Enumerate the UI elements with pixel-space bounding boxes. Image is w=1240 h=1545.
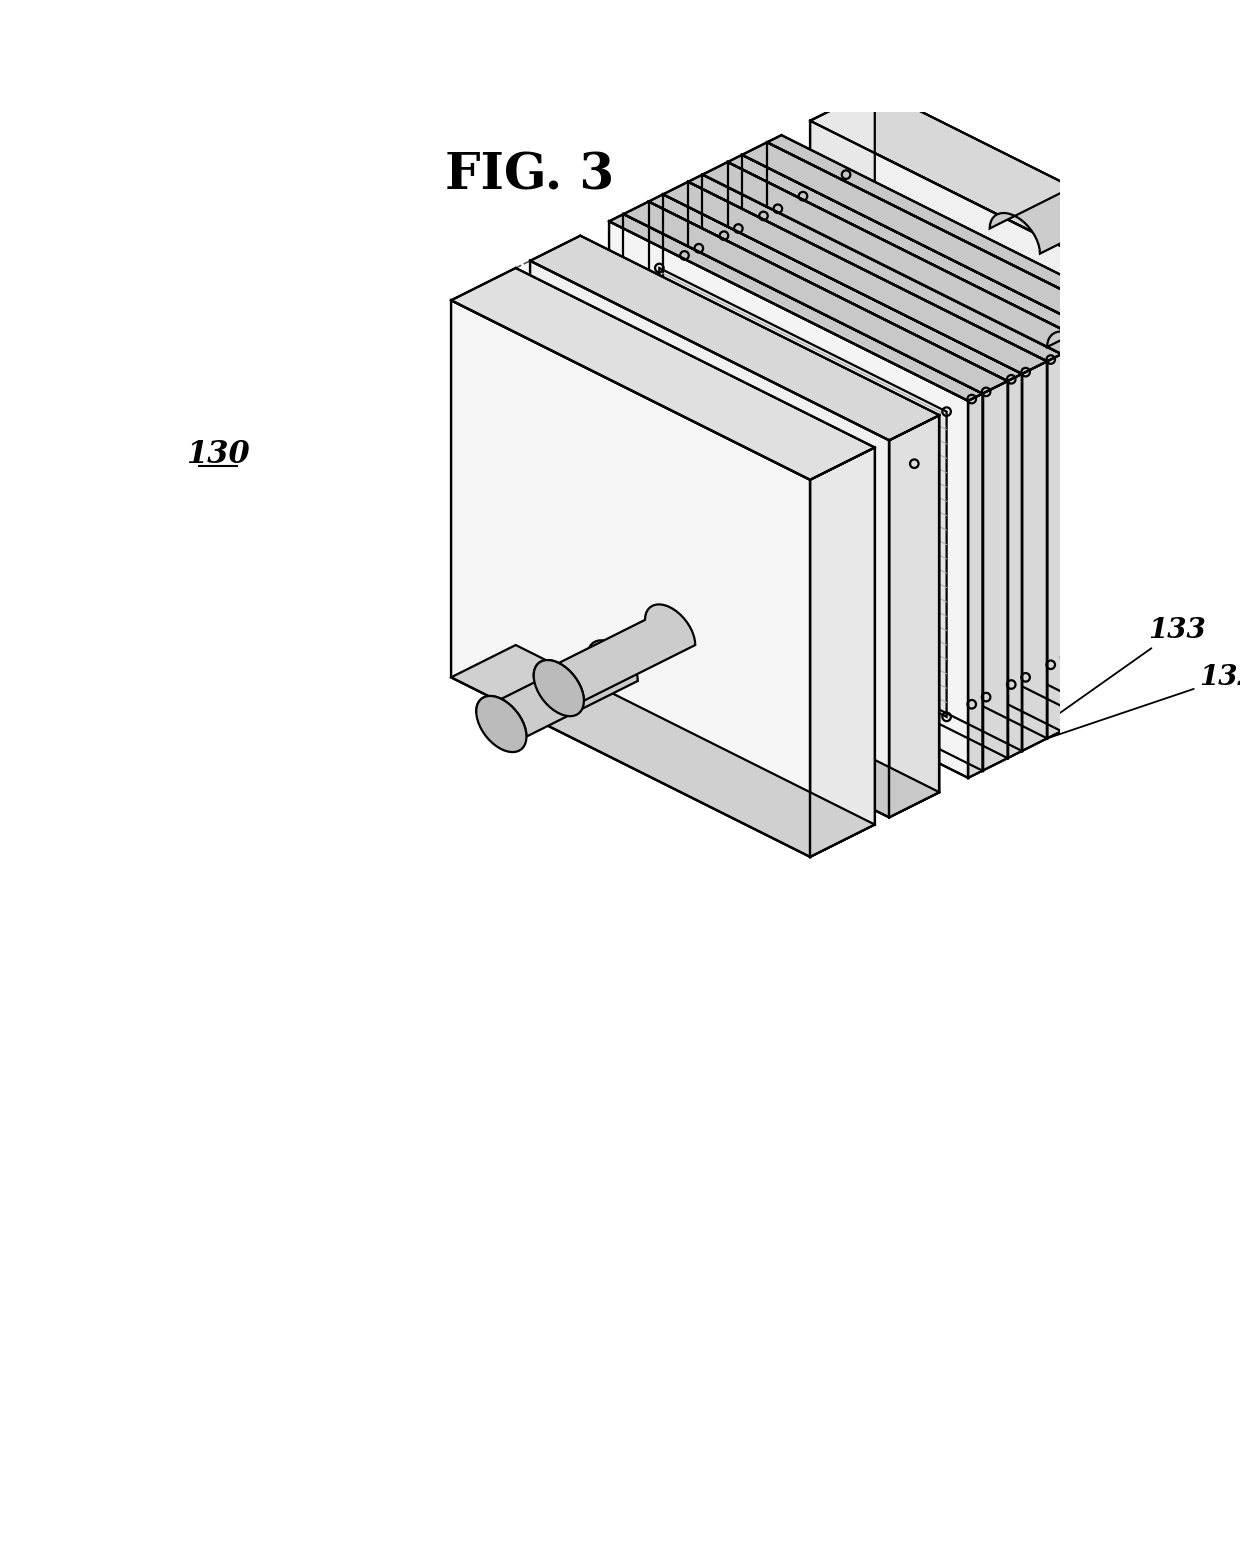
- Polygon shape: [1126, 315, 1141, 698]
- Polygon shape: [609, 221, 968, 777]
- Polygon shape: [889, 416, 940, 817]
- Polygon shape: [728, 162, 1086, 718]
- Polygon shape: [533, 604, 696, 701]
- Polygon shape: [810, 88, 874, 497]
- Polygon shape: [624, 215, 982, 771]
- Polygon shape: [804, 196, 1090, 644]
- Polygon shape: [1169, 267, 1234, 677]
- Polygon shape: [663, 182, 1047, 374]
- Polygon shape: [968, 394, 982, 777]
- Text: 132: 132: [1050, 664, 1240, 737]
- Polygon shape: [742, 142, 1126, 334]
- Polygon shape: [684, 255, 972, 705]
- Polygon shape: [764, 216, 1050, 664]
- Polygon shape: [451, 267, 874, 480]
- Polygon shape: [810, 121, 1169, 677]
- Polygon shape: [649, 201, 1008, 759]
- Polygon shape: [777, 209, 1065, 658]
- Text: 130: 130: [186, 439, 250, 470]
- Polygon shape: [702, 175, 1061, 731]
- Polygon shape: [810, 88, 1234, 300]
- Polygon shape: [529, 261, 889, 817]
- Polygon shape: [768, 142, 1126, 698]
- Polygon shape: [1022, 362, 1047, 751]
- Text: FIG. 3: FIG. 3: [445, 151, 615, 201]
- Polygon shape: [702, 162, 1086, 354]
- Polygon shape: [738, 229, 1025, 677]
- Polygon shape: [688, 182, 1047, 739]
- Polygon shape: [1086, 334, 1101, 718]
- Polygon shape: [1047, 354, 1061, 739]
- Polygon shape: [1101, 158, 1151, 213]
- Polygon shape: [645, 275, 932, 725]
- Polygon shape: [533, 660, 584, 717]
- Polygon shape: [1101, 321, 1126, 711]
- Polygon shape: [476, 695, 527, 752]
- Text: 133: 133: [971, 616, 1205, 776]
- Polygon shape: [810, 465, 1234, 677]
- Polygon shape: [1061, 341, 1086, 731]
- Polygon shape: [1158, 277, 1209, 332]
- Polygon shape: [451, 644, 874, 857]
- Polygon shape: [810, 448, 874, 857]
- Polygon shape: [688, 175, 1061, 362]
- Polygon shape: [768, 134, 1141, 321]
- Polygon shape: [724, 236, 1012, 684]
- Polygon shape: [1047, 277, 1209, 372]
- Polygon shape: [660, 267, 946, 717]
- Polygon shape: [1008, 374, 1022, 759]
- Polygon shape: [529, 236, 940, 440]
- Polygon shape: [476, 640, 637, 737]
- Polygon shape: [649, 195, 1022, 382]
- Polygon shape: [699, 249, 986, 697]
- Polygon shape: [529, 613, 940, 817]
- Polygon shape: [451, 300, 810, 857]
- Polygon shape: [663, 195, 1022, 751]
- Polygon shape: [728, 154, 1101, 341]
- Polygon shape: [624, 201, 1008, 394]
- Polygon shape: [990, 158, 1151, 253]
- Polygon shape: [982, 382, 1008, 771]
- Polygon shape: [742, 154, 1101, 711]
- Polygon shape: [609, 215, 982, 400]
